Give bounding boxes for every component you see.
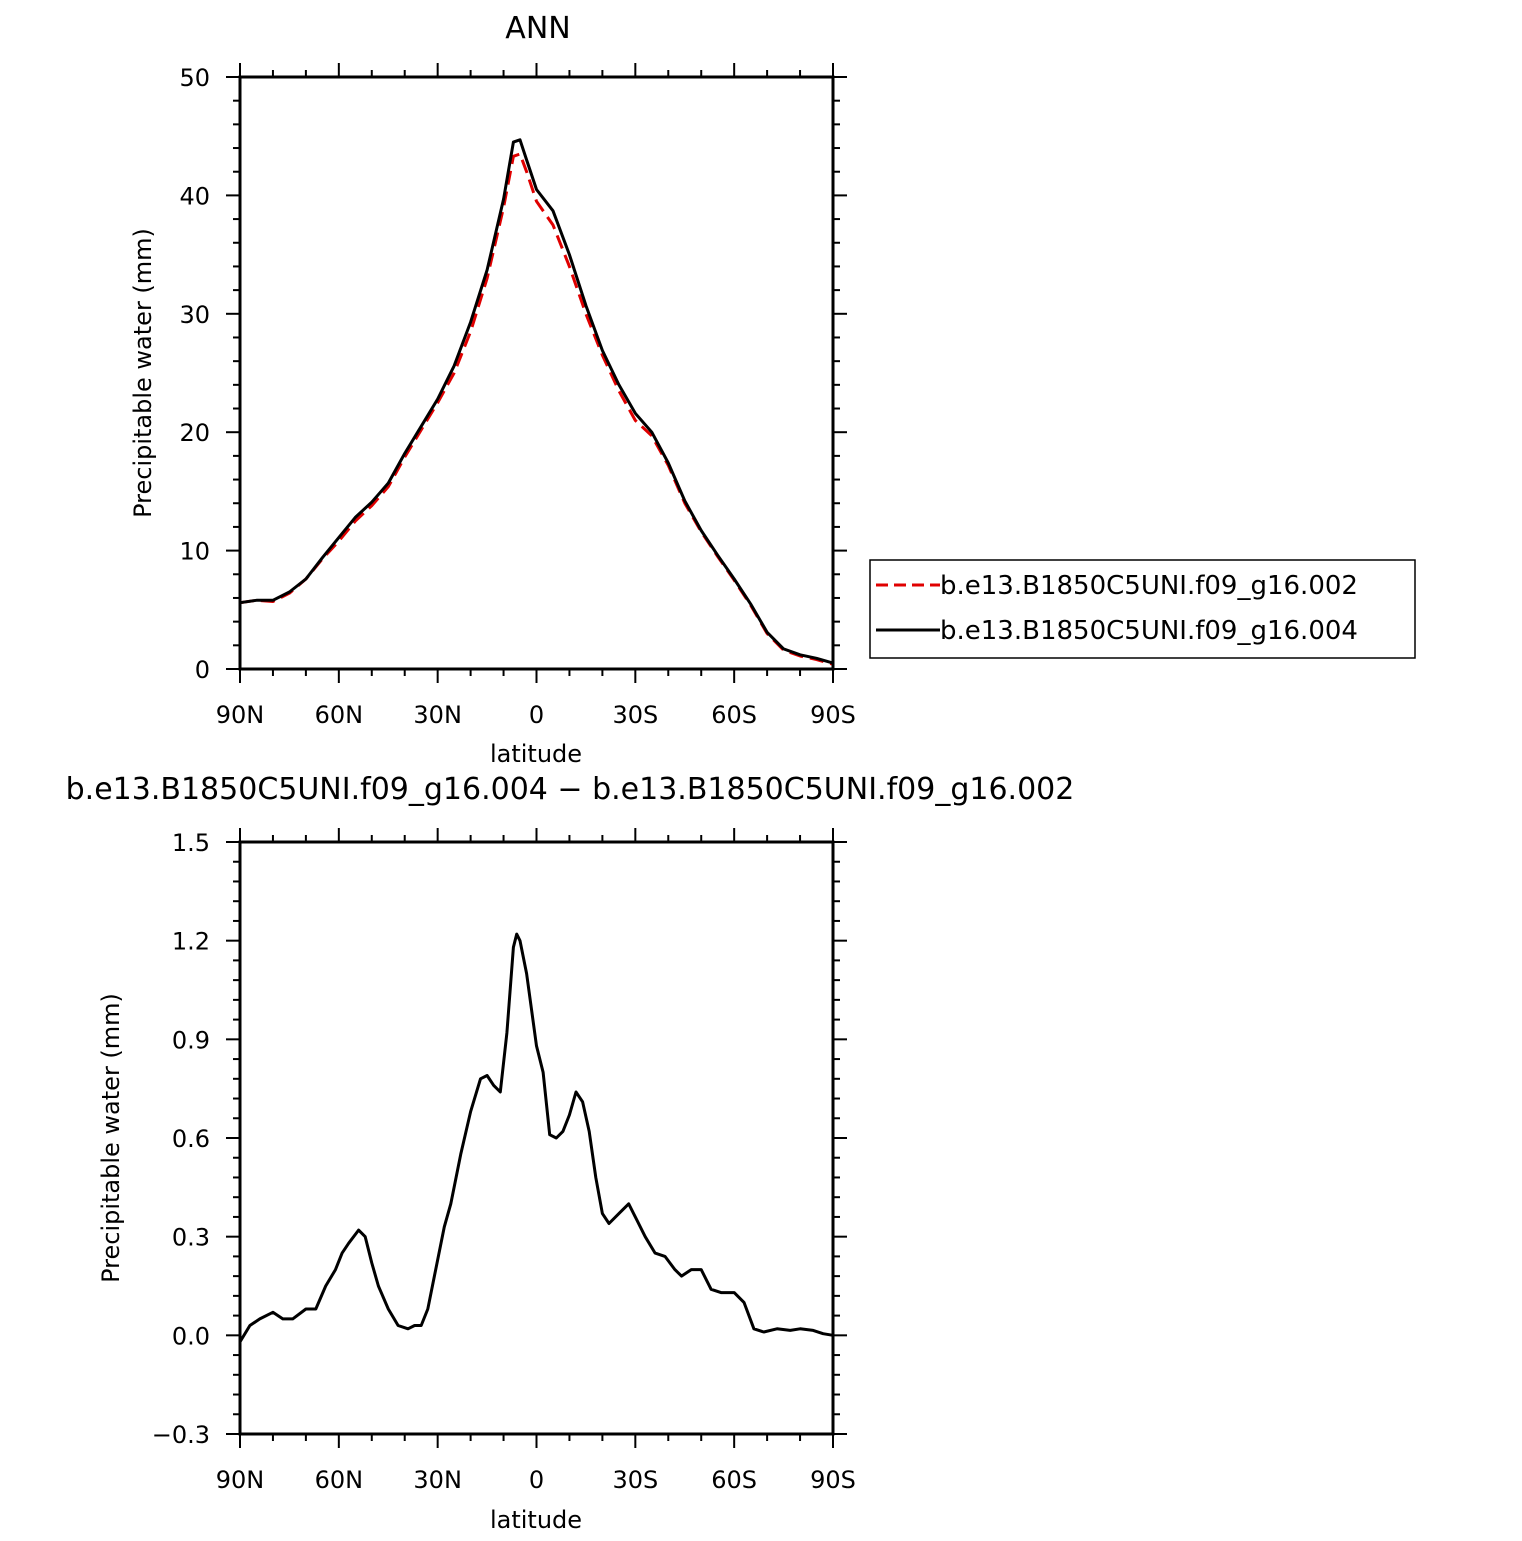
legend-label-series-002: b.e13.B1850C5UNI.f09_g16.002 (940, 571, 1358, 601)
bottom-panel-ticks: 90N 60N 30N 0 30S 60S 90S −0.3 0.0 0.3 0.6 0.9 1.2 1.… (152, 828, 856, 1494)
x-tick-label: 90N (216, 701, 265, 729)
bottom-panel-marks (238, 932, 834, 1343)
top-panel-marks (239, 138, 834, 666)
y-tick-label: 0.6 (172, 1125, 210, 1153)
y-tick-label: 40 (179, 182, 210, 210)
x-tick-label: 30N (413, 701, 462, 729)
x-tick-label: 30S (612, 701, 658, 729)
bottom-panel-frame (238, 840, 835, 1436)
top-panel-frame (238, 75, 835, 671)
bottom-panel-x-axis-title: latitude (490, 1506, 582, 1534)
x-tick-label: 90S (810, 1466, 856, 1494)
y-tick-label: 20 (179, 419, 210, 447)
x-tick-label: 90S (810, 701, 856, 729)
x-tick-label: 30S (612, 1466, 658, 1494)
top-panel-y-axis-title: Precipitable water (mm) (129, 228, 157, 518)
legend: b.e13.B1850C5UNI.f09_g16.002 b.e13.B1850… (869, 559, 1416, 659)
y-tick-label: 10 (179, 538, 210, 566)
top-panel: ANN 90N 60N 30N 0 30S 60S 90S 0 10 20 30 40 50 Preci… (129, 11, 856, 768)
bottom-panel-title: b.e13.B1850C5UNI.f09_g16.004 − b.e13.B18… (66, 772, 1075, 807)
x-tick-label: 60N (315, 701, 364, 729)
x-tick-label: 0 (529, 701, 544, 729)
y-tick-label: −0.3 (152, 1421, 210, 1449)
series-line-0 (238, 932, 834, 1343)
series-line-0 (239, 152, 834, 666)
top-panel-ticks: 90N 60N 30N 0 30S 60S 90S 0 10 20 30 40 50 (179, 63, 856, 729)
y-tick-label: 1.5 (172, 829, 210, 857)
y-tick-label: 0.0 (172, 1322, 210, 1350)
top-panel-x-axis-title: latitude (490, 740, 582, 768)
series-line-1 (239, 138, 834, 665)
y-tick-label: 0 (195, 656, 210, 684)
x-tick-label: 30N (413, 1466, 462, 1494)
x-tick-label: 60S (711, 701, 757, 729)
y-tick-label: 0.3 (172, 1224, 210, 1252)
y-tick-label: 0.9 (172, 1026, 210, 1054)
y-tick-label: 30 (179, 301, 210, 329)
legend-label-series-004: b.e13.B1850C5UNI.f09_g16.004 (940, 616, 1358, 646)
y-tick-label: 1.2 (172, 928, 210, 956)
x-tick-label: 60S (711, 1466, 757, 1494)
y-tick-label: 50 (179, 64, 210, 92)
bottom-panel: b.e13.B1850C5UNI.f09_g16.004 − b.e13.B18… (66, 772, 1075, 1534)
legend-box (869, 559, 1416, 659)
x-tick-label: 60N (315, 1466, 364, 1494)
bottom-panel-y-axis-title: Precipitable water (mm) (97, 993, 125, 1283)
x-tick-label: 0 (529, 1466, 544, 1494)
top-panel-title: ANN (505, 11, 570, 46)
x-tick-label: 90N (216, 1466, 265, 1494)
